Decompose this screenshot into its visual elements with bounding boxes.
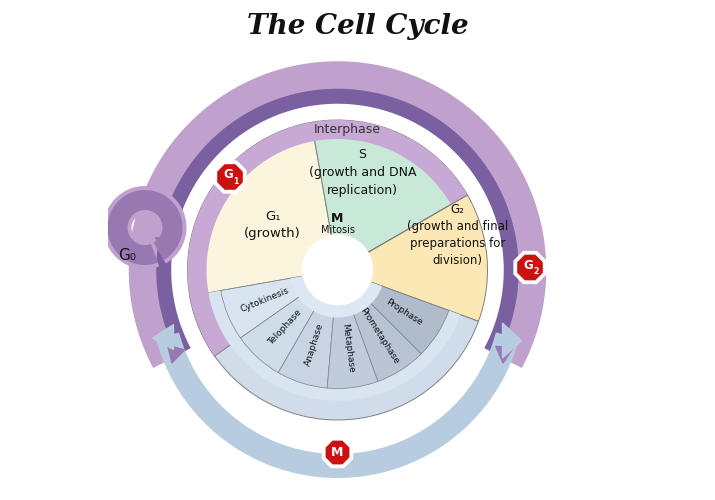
Polygon shape [209, 290, 460, 401]
Polygon shape [107, 190, 182, 265]
Text: S
(growth and DNA
replication): S (growth and DNA replication) [309, 148, 416, 197]
Polygon shape [152, 324, 174, 349]
Text: Mitosis: Mitosis [320, 225, 355, 235]
Polygon shape [164, 226, 179, 236]
Wedge shape [312, 120, 468, 270]
Polygon shape [137, 69, 538, 364]
Polygon shape [213, 160, 247, 194]
Polygon shape [216, 163, 244, 191]
Polygon shape [144, 76, 531, 361]
Text: M: M [331, 212, 344, 226]
Text: Anaphase: Anaphase [303, 322, 325, 368]
Polygon shape [156, 332, 519, 478]
Polygon shape [495, 346, 513, 363]
Text: M: M [331, 446, 344, 459]
Text: G: G [224, 168, 233, 181]
Text: The Cell Cycle: The Cell Cycle [247, 12, 468, 40]
Wedge shape [350, 294, 421, 382]
Polygon shape [503, 323, 521, 358]
Text: 2: 2 [533, 267, 538, 276]
Circle shape [302, 235, 373, 305]
Polygon shape [325, 440, 350, 466]
Wedge shape [337, 195, 488, 322]
Text: 1: 1 [233, 176, 239, 186]
Polygon shape [187, 120, 468, 356]
Text: G₀: G₀ [119, 248, 137, 262]
Polygon shape [155, 238, 166, 246]
Wedge shape [187, 122, 337, 356]
Text: G₂
(growth and final
preparations for
division): G₂ (growth and final preparations for di… [407, 203, 508, 267]
Polygon shape [322, 437, 353, 468]
Polygon shape [291, 276, 382, 318]
Wedge shape [189, 270, 478, 420]
Polygon shape [104, 186, 187, 269]
Text: Prometaphase: Prometaphase [358, 306, 401, 366]
Wedge shape [278, 300, 335, 388]
Text: Interphase: Interphase [314, 123, 381, 136]
Polygon shape [167, 346, 184, 363]
Text: G₁
(growth): G₁ (growth) [244, 210, 301, 240]
Text: G: G [523, 259, 533, 272]
Wedge shape [240, 290, 320, 372]
Text: Metaphase: Metaphase [340, 322, 355, 373]
Polygon shape [129, 62, 546, 368]
Polygon shape [516, 254, 544, 281]
Text: Cytokinesis: Cytokinesis [240, 286, 291, 314]
Wedge shape [327, 303, 378, 388]
Wedge shape [363, 282, 449, 354]
Polygon shape [513, 251, 547, 284]
Text: Telophase: Telophase [266, 308, 303, 348]
Text: Prophase: Prophase [384, 297, 423, 327]
Wedge shape [221, 276, 309, 338]
